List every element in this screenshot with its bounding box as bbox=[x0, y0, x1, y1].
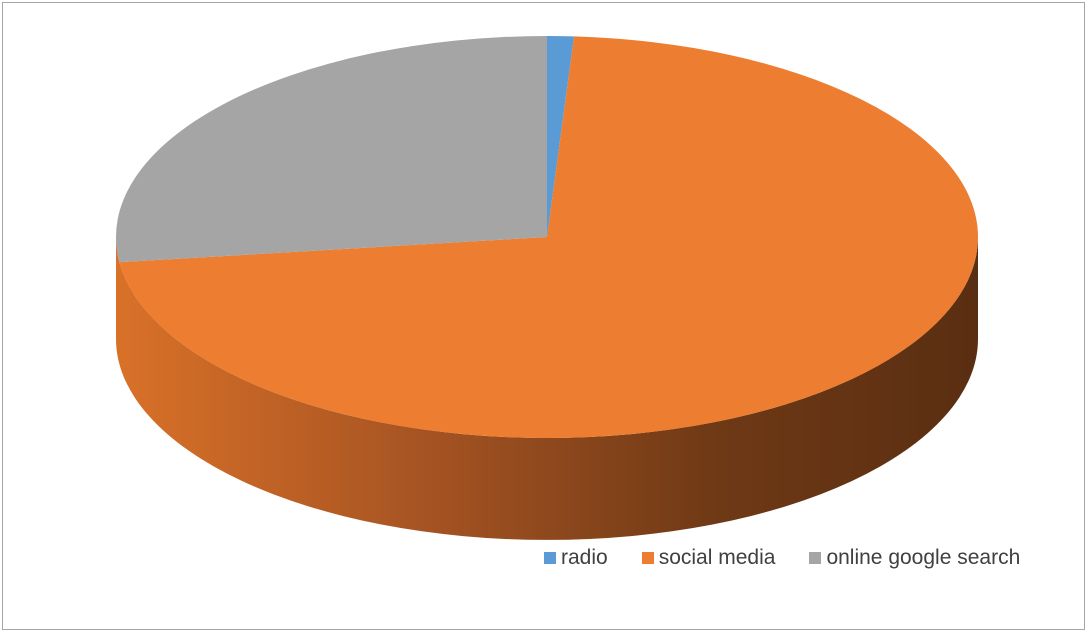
pie-slice-radio bbox=[547, 36, 575, 237]
pie-side bbox=[116, 237, 978, 540]
legend-label-online-google-search: online google search bbox=[826, 546, 1021, 569]
pie-chart bbox=[115, 36, 978, 540]
legend-swatch-online-google-search bbox=[809, 552, 822, 564]
legend: radio social media online google search bbox=[544, 544, 1020, 572]
legend-item-social-media: social media bbox=[641, 546, 776, 570]
legend-label-radio: radio bbox=[561, 546, 608, 569]
legend-swatch-social-media bbox=[641, 552, 654, 564]
legend-item-radio: radio bbox=[544, 546, 608, 570]
pie-top bbox=[115, 36, 978, 438]
pie-slice-social-media bbox=[119, 36, 978, 438]
legend-swatch-radio bbox=[544, 552, 556, 564]
pie-slice-online-google-search bbox=[115, 36, 547, 263]
legend-label-social-media: social media bbox=[658, 546, 776, 569]
legend-item-online-google-search: online google search bbox=[809, 546, 1020, 570]
pie-side-wall bbox=[116, 237, 978, 540]
